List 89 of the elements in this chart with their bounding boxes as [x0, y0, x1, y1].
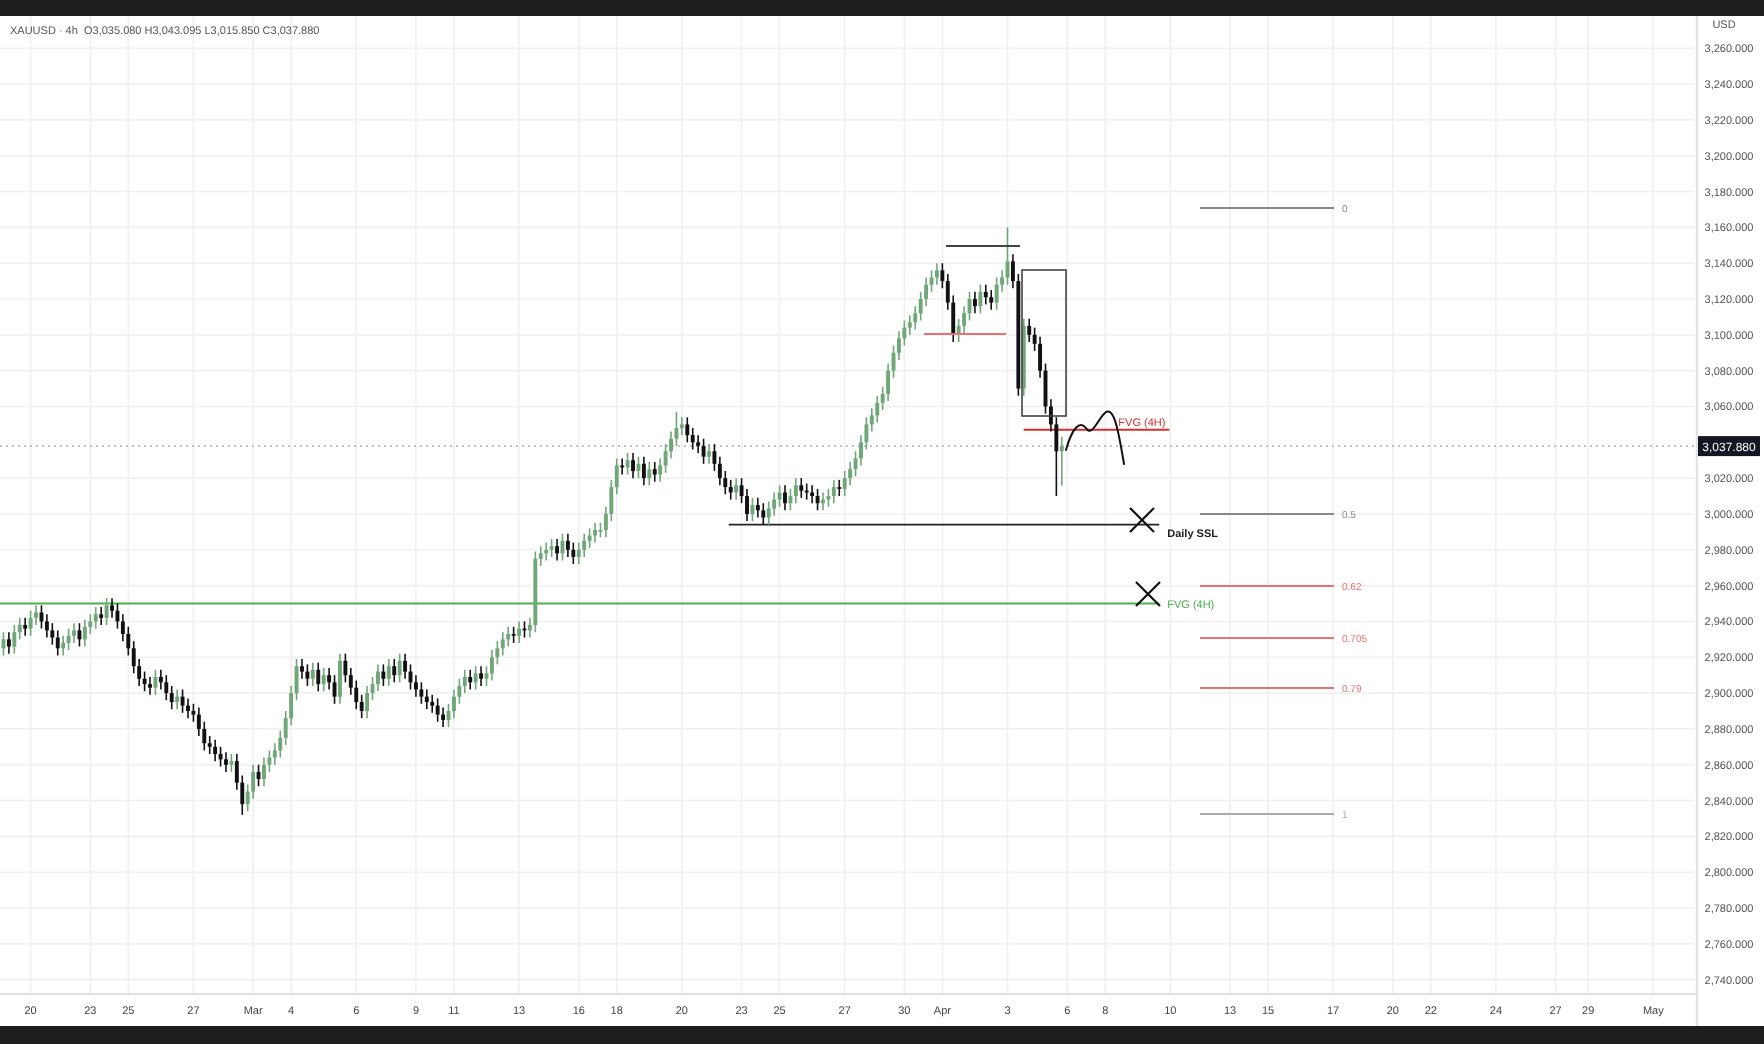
candlestick	[842, 470, 847, 497]
candlestick	[23, 617, 28, 637]
candlestick	[517, 620, 522, 644]
candlestick	[978, 283, 983, 315]
candlestick	[262, 756, 266, 788]
candlestick	[397, 652, 402, 684]
candlestick	[66, 627, 71, 651]
candlestick	[766, 500, 771, 526]
candlestick	[772, 491, 777, 517]
candlestick	[983, 283, 988, 306]
candlestick	[441, 706, 446, 728]
candlestick	[707, 443, 711, 465]
candlestick	[728, 479, 733, 501]
candlestick	[810, 484, 815, 505]
candlestick	[148, 676, 152, 696]
candlestick	[430, 694, 435, 714]
candlestick	[186, 697, 190, 719]
candlestick	[82, 618, 87, 648]
candlestick	[750, 497, 755, 522]
candlestick	[500, 631, 505, 657]
candlestick	[571, 541, 576, 565]
candlestick	[565, 532, 570, 558]
candlestick	[582, 532, 587, 558]
candlestick	[555, 538, 559, 562]
candlestick	[164, 674, 169, 702]
candlestick	[376, 663, 380, 693]
candlestick	[837, 479, 842, 497]
candlestick	[587, 527, 592, 549]
candlestick	[815, 488, 820, 512]
candlestick	[506, 626, 511, 648]
candlestick	[576, 541, 581, 565]
candlestick	[28, 609, 33, 637]
candlestick	[473, 665, 478, 691]
candlestick	[701, 437, 706, 465]
candlestick	[994, 276, 999, 311]
candlestick	[479, 665, 484, 687]
candlestick	[435, 697, 440, 723]
candlestick	[175, 688, 180, 710]
candlestick	[468, 668, 473, 691]
candlestick	[93, 606, 98, 630]
candlestick	[799, 477, 804, 499]
candlestick	[338, 652, 342, 705]
candlestick	[419, 681, 424, 705]
candlestick	[631, 452, 635, 479]
candlestick	[734, 477, 739, 501]
candlestick	[310, 661, 315, 687]
candlestick	[875, 394, 880, 424]
candlestick	[636, 455, 641, 479]
candlestick	[99, 606, 104, 626]
candlestick	[972, 291, 977, 315]
candlestick	[300, 658, 304, 680]
candlestick	[641, 455, 646, 487]
candlestick	[934, 262, 939, 286]
candlestick	[593, 522, 597, 544]
candlestick	[104, 597, 109, 626]
candlestick	[213, 738, 218, 762]
candlestick	[761, 502, 766, 526]
candlestick	[793, 477, 798, 505]
candlestick	[755, 497, 760, 519]
candlestick	[365, 685, 370, 719]
candlestick	[72, 622, 76, 644]
candlestick	[381, 663, 386, 687]
candlestick	[783, 484, 787, 512]
candlestick	[153, 668, 158, 696]
candlestick	[256, 763, 261, 788]
candlestick	[989, 289, 994, 311]
candlestick	[831, 479, 836, 505]
candlestick	[321, 667, 326, 693]
candlestick	[777, 484, 782, 508]
candlestick	[12, 624, 17, 655]
candlestick	[386, 658, 391, 687]
candlestick	[224, 751, 228, 773]
candlestick	[55, 629, 60, 657]
candlestick	[647, 461, 652, 487]
candlestick	[180, 688, 185, 714]
candlestick	[6, 631, 11, 655]
candlestick	[625, 452, 630, 476]
candlestick	[424, 688, 429, 710]
candlestick	[392, 658, 397, 684]
candlestick	[218, 746, 223, 768]
candlestick	[1059, 435, 1064, 487]
candlestick	[61, 634, 66, 657]
candlestick	[316, 661, 321, 693]
candlestick	[305, 663, 310, 687]
candlestick	[44, 613, 49, 639]
candlestick	[652, 461, 657, 483]
candlestick	[489, 649, 494, 682]
candlestick	[1027, 317, 1032, 343]
candlestick	[685, 416, 690, 444]
